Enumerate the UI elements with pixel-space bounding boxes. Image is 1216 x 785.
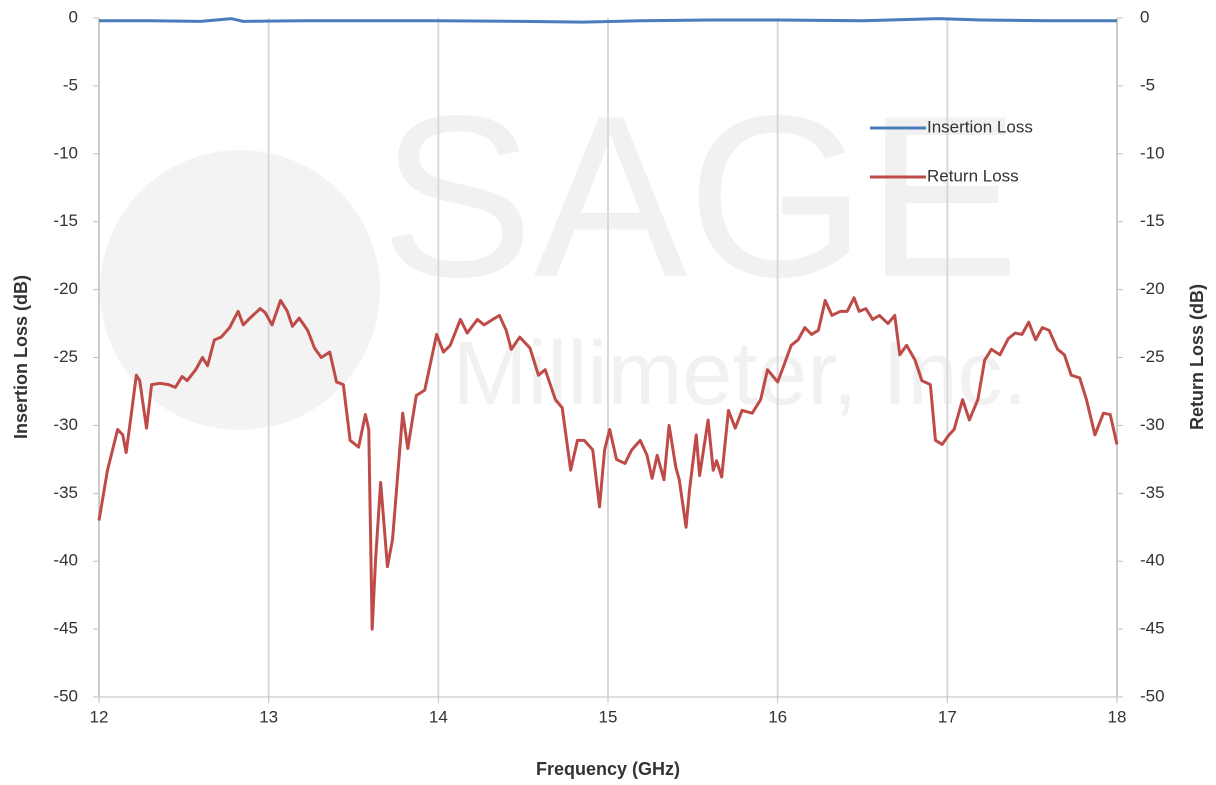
watermark-circle	[100, 150, 380, 430]
y2-tick-label: -50	[1140, 686, 1165, 705]
legend-label: Insertion Loss	[927, 117, 1033, 136]
data-line	[97, 296, 1119, 631]
y-tick-label: -20	[53, 279, 78, 298]
y2-tick-label: -35	[1140, 483, 1165, 502]
y2-tick-label: -10	[1140, 143, 1165, 162]
x-tick-label: 16	[768, 707, 787, 726]
x-tick-label: 12	[90, 707, 109, 726]
y2-tick-label: -45	[1140, 619, 1165, 638]
y-tick-label: -50	[53, 686, 78, 705]
y2-tick-label: -5	[1140, 75, 1155, 94]
y-tick-label: -15	[53, 211, 78, 230]
x-tick-label: 13	[259, 707, 278, 726]
y-tick-label: -45	[53, 619, 78, 638]
y-axis-title: Insertion Loss (dB)	[11, 275, 31, 439]
y-tick-label: -10	[53, 143, 78, 162]
y2-tick-label: -20	[1140, 279, 1165, 298]
y2-tick-label: -25	[1140, 347, 1165, 366]
data-line	[99, 17, 1117, 24]
legend-label: Return Loss	[927, 166, 1019, 185]
y-tick-label: -35	[53, 483, 78, 502]
x-tick-label: 18	[1108, 707, 1127, 726]
x-tick-label: 15	[599, 707, 618, 726]
watermark-logo: SAGE	[380, 68, 1019, 325]
x-tick-label: 14	[429, 707, 448, 726]
x-tick-label: 17	[938, 707, 957, 726]
y-tick-label: -25	[53, 347, 78, 366]
y-tick-label: -30	[53, 415, 78, 434]
y-tick-label: -5	[63, 75, 78, 94]
y2-tick-label: 0	[1140, 7, 1149, 26]
y2-tick-label: -30	[1140, 415, 1165, 434]
x-axis-title: Frequency (GHz)	[536, 759, 680, 779]
y-tick-label: -40	[53, 551, 78, 570]
y2-tick-label: -40	[1140, 551, 1165, 570]
y-tick-label: 0	[69, 7, 78, 26]
y2-tick-label: -15	[1140, 211, 1165, 230]
y2-axis-title: Return Loss (dB)	[1187, 284, 1207, 430]
